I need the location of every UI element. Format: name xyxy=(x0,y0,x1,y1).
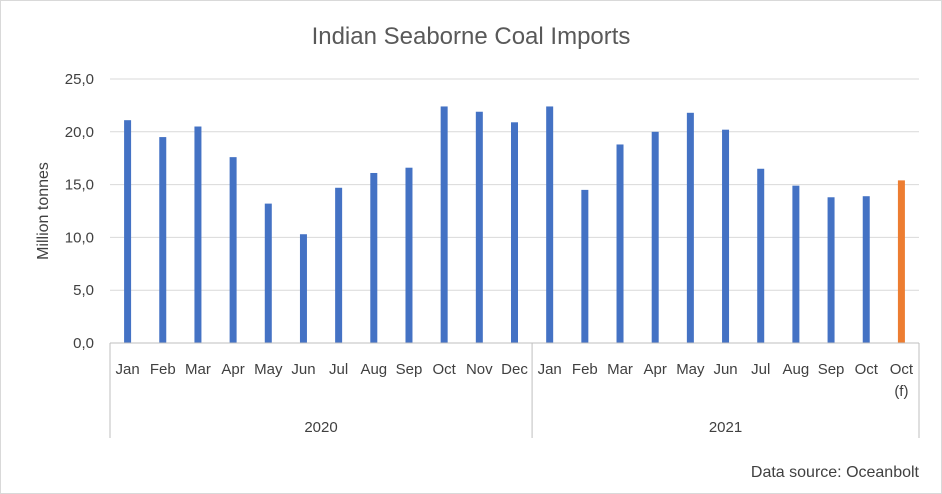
bar-22 xyxy=(862,196,870,343)
bar-5 xyxy=(264,203,272,343)
x-tick-label: Sep xyxy=(396,361,423,378)
data-source-note: Data source: Oceanbolt xyxy=(751,464,920,481)
x-tick-label: Jul xyxy=(329,361,348,378)
bar-11 xyxy=(475,111,483,344)
x-tick-label: Oct xyxy=(890,361,914,378)
x-tick-label: Jun xyxy=(713,361,737,378)
bar-23 xyxy=(897,180,905,343)
y-tick-label: 15,0 xyxy=(65,177,94,194)
bar-8 xyxy=(370,172,378,343)
x-tick-label: Mar xyxy=(607,361,633,378)
y-tick-label: 10,0 xyxy=(65,229,94,246)
bar-3 xyxy=(194,126,202,344)
bar-14 xyxy=(581,189,589,343)
bar-17 xyxy=(686,112,694,344)
chart-title: Indian Seaborne Coal Imports xyxy=(312,23,631,50)
y-tick-label: 5,0 xyxy=(73,282,94,299)
group-label-2020: 2020 xyxy=(304,419,337,436)
bar-9 xyxy=(405,167,413,343)
x-tick-label: Feb xyxy=(150,361,176,378)
x-tick-label: Nov xyxy=(466,361,493,378)
x-tick-label: Dec xyxy=(501,361,528,378)
bar-15 xyxy=(616,144,624,343)
x-tick-label: Oct xyxy=(855,361,879,378)
x-tick-label: Apr xyxy=(644,361,667,378)
bar-21 xyxy=(827,197,835,343)
x-tick-label: Jun xyxy=(291,361,315,378)
x-tick-label: Jul xyxy=(751,361,770,378)
x-tick-label: May xyxy=(254,361,283,378)
bar-19 xyxy=(757,168,765,343)
bar-1 xyxy=(124,120,132,344)
x-tick-label: Aug xyxy=(360,361,387,378)
x-tick-label: May xyxy=(676,361,705,378)
bar-20 xyxy=(792,185,800,343)
x-tick-label: Aug xyxy=(783,361,810,378)
x-tick-label: Jan xyxy=(115,361,139,378)
bar-16 xyxy=(651,131,659,343)
bar-10 xyxy=(440,106,448,344)
group-label-2021: 2021 xyxy=(709,419,742,436)
bar-7 xyxy=(335,187,343,343)
bar-18 xyxy=(722,129,730,343)
bar-6 xyxy=(299,234,307,343)
x-tick-label: Oct xyxy=(432,361,456,378)
y-tick-label: 25,0 xyxy=(65,71,94,88)
bar-4 xyxy=(229,157,237,343)
y-axis-label: Million tonnes xyxy=(35,162,52,260)
x-tick-label: Jan xyxy=(538,361,562,378)
x-tick-label: Apr xyxy=(221,361,244,378)
bar-13 xyxy=(546,106,554,344)
bar-12 xyxy=(511,122,518,344)
x-tick-label: Sep xyxy=(818,361,845,378)
x-tick-label: Mar xyxy=(185,361,211,378)
x-tick-label: (f) xyxy=(894,383,908,400)
y-tick-label: 20,0 xyxy=(65,124,94,141)
x-tick-label: Feb xyxy=(572,361,598,378)
bar-2 xyxy=(159,137,167,343)
y-tick-label: 0,0 xyxy=(73,335,94,352)
